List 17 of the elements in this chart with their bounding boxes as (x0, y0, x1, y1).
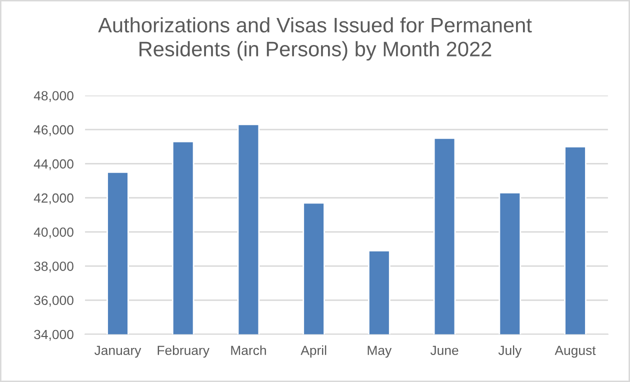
chart-title: Authorizations and Visas Issued for Permanent Residents (in Persons) by Month 2022 (98, 17, 532, 61)
x-tick-label: July (498, 345, 522, 358)
x-tick-label: May (368, 346, 392, 358)
y-tick-label: 38,000 (34, 262, 74, 273)
x-tick-label: March (231, 345, 266, 356)
y-tick-label: 34,000 (34, 330, 74, 341)
y-tick-label: 42,000 (34, 193, 74, 204)
x-tick-label: April (300, 345, 326, 358)
y-tick-label: 44,000 (34, 159, 74, 170)
x-tick-label: June (430, 346, 458, 356)
x-tick-label: January (94, 346, 142, 358)
y-tick-label: 48,000 (34, 91, 74, 102)
x-tick-label: February (158, 345, 210, 358)
y-tick-label: 40,000 (34, 227, 74, 238)
y-tick-label: 46,000 (34, 125, 74, 136)
y-tick-label: 36,000 (34, 296, 74, 307)
x-tick-label: August (554, 346, 596, 358)
